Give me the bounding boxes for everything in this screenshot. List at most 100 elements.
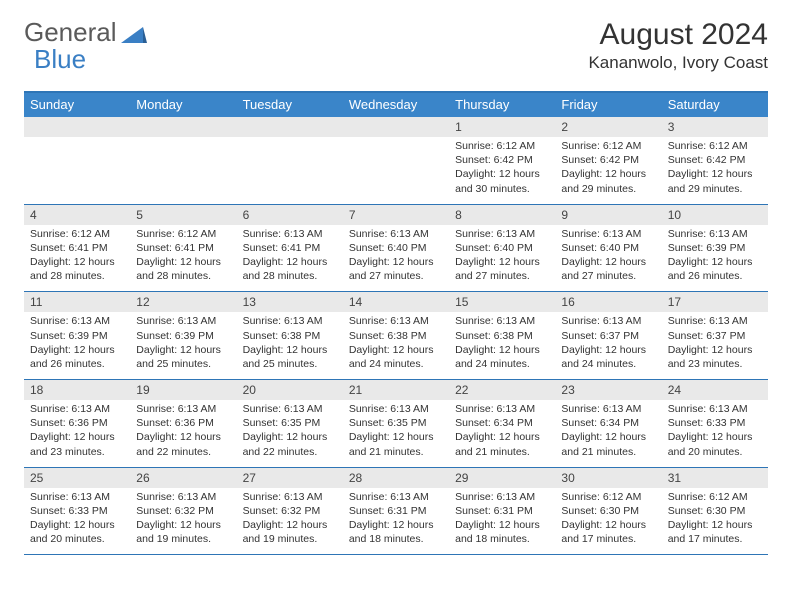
week: 45678910Sunrise: 6:12 AMSunset: 6:41 PMD…	[24, 205, 768, 293]
day-number	[237, 117, 343, 137]
day-cell: Sunrise: 6:13 AMSunset: 6:35 PMDaylight:…	[237, 400, 343, 467]
week: 18192021222324Sunrise: 6:13 AMSunset: 6:…	[24, 380, 768, 468]
day-line: Sunset: 6:32 PM	[136, 504, 230, 518]
day-line: Daylight: 12 hours and 29 minutes.	[561, 167, 655, 195]
day-line: Daylight: 12 hours and 27 minutes.	[349, 255, 443, 283]
day-line: Sunset: 6:30 PM	[668, 504, 762, 518]
day-line: Daylight: 12 hours and 28 minutes.	[136, 255, 230, 283]
day-line: Daylight: 12 hours and 29 minutes.	[668, 167, 762, 195]
day-line: Sunset: 6:37 PM	[668, 329, 762, 343]
day-line: Sunset: 6:38 PM	[243, 329, 337, 343]
day-cell: Sunrise: 6:13 AMSunset: 6:31 PMDaylight:…	[343, 488, 449, 555]
day-line: Sunset: 6:37 PM	[561, 329, 655, 343]
calendar: Sunday Monday Tuesday Wednesday Thursday…	[24, 91, 768, 555]
day-line: Sunrise: 6:13 AM	[561, 402, 655, 416]
day-number: 12	[130, 292, 236, 312]
day-cell: Sunrise: 6:13 AMSunset: 6:32 PMDaylight:…	[237, 488, 343, 555]
day-cell: Sunrise: 6:13 AMSunset: 6:34 PMDaylight:…	[555, 400, 661, 467]
day-header: Wednesday	[343, 93, 449, 117]
day-line: Sunset: 6:31 PM	[455, 504, 549, 518]
day-line: Daylight: 12 hours and 24 minutes.	[455, 343, 549, 371]
day-cell	[343, 137, 449, 204]
day-number: 31	[662, 468, 768, 488]
daynum-row: 25262728293031	[24, 468, 768, 488]
day-line: Sunset: 6:30 PM	[561, 504, 655, 518]
day-line: Daylight: 12 hours and 22 minutes.	[243, 430, 337, 458]
day-number: 15	[449, 292, 555, 312]
day-cell: Sunrise: 6:12 AMSunset: 6:42 PMDaylight:…	[555, 137, 661, 204]
day-number: 21	[343, 380, 449, 400]
day-line: Sunrise: 6:13 AM	[455, 490, 549, 504]
day-header: Thursday	[449, 93, 555, 117]
day-number: 20	[237, 380, 343, 400]
day-number: 29	[449, 468, 555, 488]
day-number: 7	[343, 205, 449, 225]
day-line: Daylight: 12 hours and 20 minutes.	[30, 518, 124, 546]
day-cell: Sunrise: 6:13 AMSunset: 6:39 PMDaylight:…	[24, 312, 130, 379]
day-line: Daylight: 12 hours and 22 minutes.	[136, 430, 230, 458]
day-cell: Sunrise: 6:12 AMSunset: 6:41 PMDaylight:…	[24, 225, 130, 292]
logo-triangle-icon	[121, 24, 147, 46]
day-line: Sunrise: 6:13 AM	[455, 402, 549, 416]
body-row: Sunrise: 6:13 AMSunset: 6:33 PMDaylight:…	[24, 488, 768, 555]
day-line: Sunrise: 6:12 AM	[136, 227, 230, 241]
day-line: Sunset: 6:35 PM	[349, 416, 443, 430]
day-line: Daylight: 12 hours and 23 minutes.	[668, 343, 762, 371]
day-number: 16	[555, 292, 661, 312]
day-number: 24	[662, 380, 768, 400]
day-line: Daylight: 12 hours and 24 minutes.	[349, 343, 443, 371]
day-line: Daylight: 12 hours and 19 minutes.	[243, 518, 337, 546]
day-line: Daylight: 12 hours and 23 minutes.	[30, 430, 124, 458]
day-line: Sunset: 6:42 PM	[455, 153, 549, 167]
day-number: 23	[555, 380, 661, 400]
day-number: 2	[555, 117, 661, 137]
day-cell	[237, 137, 343, 204]
day-cell: Sunrise: 6:13 AMSunset: 6:40 PMDaylight:…	[343, 225, 449, 292]
day-header: Saturday	[662, 93, 768, 117]
day-cell: Sunrise: 6:12 AMSunset: 6:30 PMDaylight:…	[662, 488, 768, 555]
day-cell: Sunrise: 6:13 AMSunset: 6:38 PMDaylight:…	[237, 312, 343, 379]
day-line: Sunset: 6:38 PM	[349, 329, 443, 343]
day-line: Sunset: 6:36 PM	[30, 416, 124, 430]
day-line: Daylight: 12 hours and 17 minutes.	[668, 518, 762, 546]
body-row: Sunrise: 6:12 AMSunset: 6:42 PMDaylight:…	[24, 137, 768, 204]
day-line: Sunrise: 6:13 AM	[136, 402, 230, 416]
day-number: 25	[24, 468, 130, 488]
day-number: 14	[343, 292, 449, 312]
day-header-row: Sunday Monday Tuesday Wednesday Thursday…	[24, 93, 768, 117]
location-label: Kananwolo, Ivory Coast	[588, 53, 768, 73]
day-line: Sunrise: 6:13 AM	[561, 227, 655, 241]
day-line: Daylight: 12 hours and 20 minutes.	[668, 430, 762, 458]
day-line: Sunrise: 6:13 AM	[30, 402, 124, 416]
day-line: Daylight: 12 hours and 27 minutes.	[561, 255, 655, 283]
day-line: Daylight: 12 hours and 25 minutes.	[243, 343, 337, 371]
day-number: 13	[237, 292, 343, 312]
day-line: Sunrise: 6:13 AM	[30, 314, 124, 328]
day-line: Sunrise: 6:13 AM	[561, 314, 655, 328]
day-line: Sunrise: 6:13 AM	[243, 314, 337, 328]
day-line: Daylight: 12 hours and 28 minutes.	[30, 255, 124, 283]
day-line: Sunset: 6:40 PM	[455, 241, 549, 255]
day-line: Sunset: 6:41 PM	[243, 241, 337, 255]
day-number	[343, 117, 449, 137]
day-cell: Sunrise: 6:12 AMSunset: 6:41 PMDaylight:…	[130, 225, 236, 292]
day-line: Sunrise: 6:13 AM	[349, 314, 443, 328]
week: 25262728293031Sunrise: 6:13 AMSunset: 6:…	[24, 468, 768, 556]
day-number: 28	[343, 468, 449, 488]
day-cell: Sunrise: 6:13 AMSunset: 6:37 PMDaylight:…	[555, 312, 661, 379]
day-line: Sunset: 6:41 PM	[30, 241, 124, 255]
day-number: 5	[130, 205, 236, 225]
day-line: Sunrise: 6:13 AM	[668, 402, 762, 416]
day-line: Daylight: 12 hours and 18 minutes.	[349, 518, 443, 546]
day-line: Sunset: 6:40 PM	[349, 241, 443, 255]
day-line: Sunset: 6:39 PM	[668, 241, 762, 255]
day-cell: Sunrise: 6:13 AMSunset: 6:38 PMDaylight:…	[449, 312, 555, 379]
day-cell: Sunrise: 6:13 AMSunset: 6:41 PMDaylight:…	[237, 225, 343, 292]
day-number: 17	[662, 292, 768, 312]
day-number: 4	[24, 205, 130, 225]
day-line: Sunrise: 6:13 AM	[668, 227, 762, 241]
page-header: General August 2024 Kananwolo, Ivory Coa…	[24, 18, 768, 73]
day-line: Daylight: 12 hours and 19 minutes.	[136, 518, 230, 546]
day-header: Friday	[555, 93, 661, 117]
day-cell: Sunrise: 6:13 AMSunset: 6:31 PMDaylight:…	[449, 488, 555, 555]
